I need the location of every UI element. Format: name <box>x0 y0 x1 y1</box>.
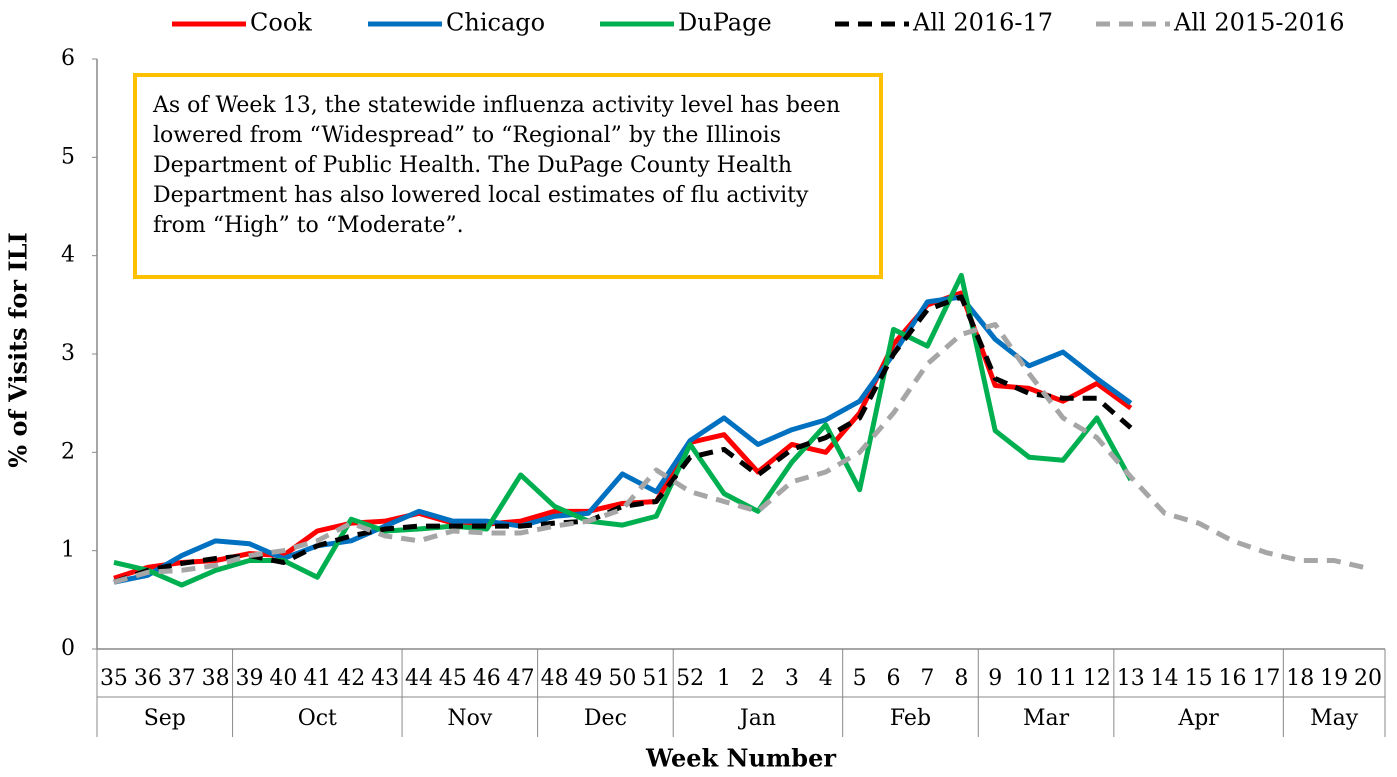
x-tick-label: 15 <box>1185 666 1213 691</box>
x-tick-label: 17 <box>1252 666 1280 691</box>
x-tick-label: 3 <box>785 666 799 691</box>
y-tick-label: 6 <box>61 46 75 71</box>
x-tick-label: 16 <box>1218 666 1246 691</box>
x-tick-label: 13 <box>1117 666 1145 691</box>
series-line <box>113 322 1369 585</box>
group-label: Dec <box>584 706 627 731</box>
legend-label: Cook <box>250 9 312 37</box>
x-tick-label: 18 <box>1286 666 1314 691</box>
group-label: Nov <box>447 706 492 731</box>
x-tick-label: 6 <box>887 666 901 691</box>
x-tick-label: 48 <box>541 666 569 691</box>
x-tick-label: 7 <box>920 666 934 691</box>
x-tick-label: 47 <box>507 666 535 691</box>
x-tick-label: 1 <box>717 666 731 691</box>
group-label: Sep <box>144 706 186 731</box>
x-tick-label: 5 <box>853 666 867 691</box>
x-tick-label: 2 <box>751 666 765 691</box>
annotation: As of Week 13, the statewide influenza a… <box>133 73 883 279</box>
legend-label: DuPage <box>678 9 772 37</box>
y-tick-label: 3 <box>61 341 75 366</box>
x-tick-label: 49 <box>574 666 602 691</box>
x-tick-label: 14 <box>1151 666 1179 691</box>
x-tick-label: 11 <box>1049 666 1077 691</box>
x-tick-label: 20 <box>1354 666 1382 691</box>
x-tick-label: 10 <box>1015 666 1043 691</box>
series-line <box>113 290 1133 581</box>
group-label: Mar <box>1023 706 1070 731</box>
group-label: Jan <box>738 706 776 731</box>
x-tick-label: 4 <box>819 666 833 691</box>
x-tick-label: 50 <box>608 666 636 691</box>
group-label: Apr <box>1177 706 1219 731</box>
x-tick-label: 36 <box>134 666 162 691</box>
x-tick-label: 38 <box>202 666 230 691</box>
x-tick-label: 9 <box>988 666 1002 691</box>
group-label: May <box>1310 706 1359 731</box>
x-tick-label: 37 <box>168 666 196 691</box>
x-tick-label: 46 <box>473 666 501 691</box>
y-tick-label: 1 <box>61 538 75 563</box>
legend-label: All 2015-2016 <box>1173 9 1345 37</box>
x-tick-label: 44 <box>405 666 433 691</box>
y-tick-label: 4 <box>61 243 75 268</box>
x-tick-label: 35 <box>100 666 128 691</box>
y-axis-title: % of Visits for ILI <box>4 232 33 467</box>
x-tick-label: 39 <box>236 666 264 691</box>
x-tick-label: 12 <box>1083 666 1111 691</box>
x-tick-label: 45 <box>439 666 467 691</box>
x-tick-label: 52 <box>676 666 704 691</box>
x-axis-title: Week Number <box>645 744 836 773</box>
group-label: Oct <box>298 706 337 731</box>
y-tick-label: 5 <box>61 144 75 169</box>
x-tick-label: 51 <box>642 666 670 691</box>
series-line <box>113 294 1133 585</box>
x-tick-label: 42 <box>337 666 365 691</box>
x-tick-label: 40 <box>269 666 297 691</box>
legend-label: Chicago <box>446 9 545 37</box>
legend-label: All 2016-17 <box>912 9 1053 37</box>
x-tick-label: 8 <box>954 666 968 691</box>
x-tick-label: 19 <box>1320 666 1348 691</box>
y-tick-label: 0 <box>61 636 75 661</box>
group-label: Feb <box>890 706 931 731</box>
x-tick-label: 41 <box>303 666 331 691</box>
x-tick-label: 43 <box>371 666 399 691</box>
y-tick-label: 2 <box>61 439 75 464</box>
